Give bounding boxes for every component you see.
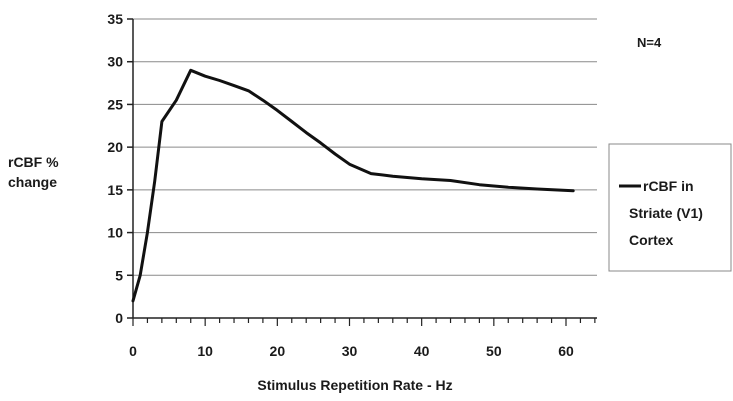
legend-entry-line-3: Cortex (629, 232, 674, 248)
y-axis-label-line-2: change (8, 174, 57, 190)
y-tick-label-0: 0 (115, 310, 123, 326)
y-tick-label-30: 30 (107, 54, 123, 70)
y-tick-label-5: 5 (115, 267, 123, 283)
x-tick-label-60: 60 (558, 343, 574, 359)
y-tick-label-20: 20 (107, 139, 123, 155)
y-tick-label-35: 35 (107, 11, 123, 27)
y-tick-label-10: 10 (107, 225, 123, 241)
axes (127, 18, 597, 326)
legend-box (608, 143, 732, 272)
x-tick-label-30: 30 (342, 343, 358, 359)
legend: rCBF in Striate (V1) Cortex (608, 143, 732, 272)
sample-size-annotation: N=4 (637, 35, 662, 50)
gridlines (133, 18, 597, 276)
y-tick-label-15: 15 (107, 182, 123, 198)
series-line-0 (131, 68, 575, 303)
x-tick-label-40: 40 (414, 343, 430, 359)
legend-entry-line-1: rCBF in (643, 178, 694, 194)
x-tick-label-10: 10 (197, 343, 213, 359)
y-tick-label-25: 25 (107, 96, 123, 112)
legend-entry-line-2: Striate (V1) (629, 205, 703, 221)
x-tick-label-50: 50 (486, 343, 502, 359)
y-axis-label-line-1: rCBF % (8, 154, 59, 170)
tick-labels: 0 5 10 15 20 25 30 35 0 10 20 30 40 50 60 (107, 11, 574, 359)
x-tick-label-20: 20 (270, 343, 286, 359)
series (131, 68, 575, 303)
x-axis-label: Stimulus Repetition Rate - Hz (257, 377, 452, 393)
x-tick-label-0: 0 (129, 343, 137, 359)
